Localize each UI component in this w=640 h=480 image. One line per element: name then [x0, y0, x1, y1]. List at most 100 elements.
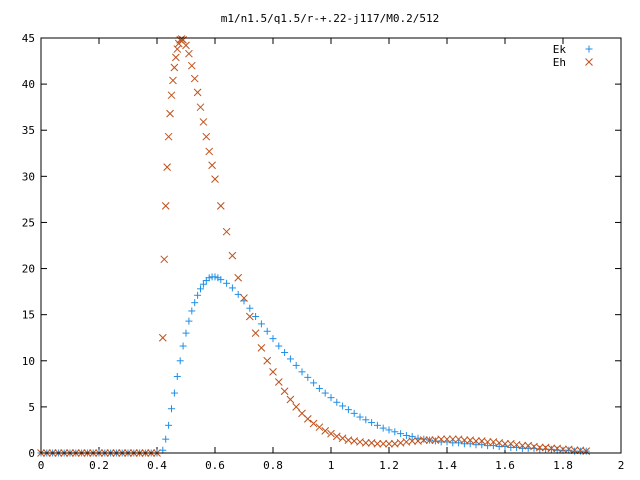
data-point-eh [170, 63, 179, 72]
data-point-eh [193, 88, 202, 97]
x-tick-label: 0.6 [205, 459, 225, 472]
data-point-ek [379, 424, 387, 432]
y-tick-label: 45 [22, 32, 35, 45]
data-point-ek [211, 273, 219, 281]
data-point-ek [385, 426, 393, 434]
data-point-eh [547, 444, 556, 453]
data-point-ek [391, 428, 399, 436]
data-point-eh [280, 387, 289, 396]
data-point-ek [356, 413, 364, 421]
legend-label-eh: Eh [553, 56, 566, 69]
data-point-eh [309, 419, 318, 428]
data-point-eh [251, 329, 260, 337]
data-point-ek [286, 355, 294, 363]
data-point-ek [252, 313, 260, 321]
data-point-eh [501, 439, 509, 448]
data-point-ek [263, 327, 271, 335]
data-point-ek [246, 304, 254, 312]
data-point-ek [234, 290, 242, 298]
data-point-eh [166, 109, 174, 118]
data-point-ek [205, 274, 213, 282]
data-point-eh [263, 356, 272, 365]
data-point-ek [217, 276, 225, 284]
data-point-ek [327, 394, 335, 402]
data-point-ek [170, 389, 178, 397]
legend-marker-ek [585, 45, 593, 53]
x-tick-label: 0 [38, 459, 45, 472]
data-point-eh [211, 175, 219, 183]
data-point-ek [173, 372, 181, 380]
data-point-eh [182, 41, 190, 50]
data-point-eh [425, 436, 434, 444]
data-point-ek [350, 409, 358, 417]
legend-marker-eh [585, 58, 593, 66]
data-point-ek [185, 317, 193, 325]
data-point-ek [402, 431, 410, 439]
data-point-ek [292, 361, 300, 369]
x-tick-label: 1.4 [437, 459, 457, 472]
data-point-eh [327, 429, 335, 438]
data-point-eh [472, 437, 480, 445]
data-point-eh [205, 147, 214, 156]
y-tick-label: 15 [22, 309, 35, 322]
data-point-eh [373, 439, 382, 448]
y-tick-label: 0 [28, 447, 35, 460]
data-point-eh [332, 432, 341, 441]
data-point-eh [169, 76, 177, 85]
plot-frame [40, 37, 622, 454]
data-point-ek [194, 291, 202, 299]
y-tick-label: 5 [28, 401, 35, 414]
data-point-ek [182, 329, 190, 337]
data-point-ek [269, 335, 277, 343]
data-point-ek [275, 342, 283, 350]
data-point-eh [443, 435, 451, 444]
data-point-eh [161, 201, 170, 210]
data-point-ek [304, 373, 312, 381]
data-point-eh [234, 273, 243, 282]
data-point-ek [420, 435, 428, 443]
y-tick-label: 40 [22, 78, 35, 91]
data-point-eh [216, 201, 225, 210]
data-point-eh [321, 427, 330, 435]
data-point-ek [333, 398, 341, 406]
data-point-eh [518, 441, 527, 450]
data-point-eh [163, 163, 172, 171]
data-point-eh [448, 435, 457, 444]
data-point-ek [199, 280, 207, 288]
data-point-ek [368, 419, 376, 427]
data-point-eh [228, 251, 237, 260]
data-point-eh [196, 103, 205, 112]
data-point-eh [361, 439, 370, 447]
data-point-eh [160, 255, 169, 264]
data-point-eh [274, 378, 283, 386]
data-point-ek [197, 285, 204, 293]
x-tick-label: 2 [618, 459, 625, 472]
y-tick-label: 10 [22, 355, 35, 368]
data-point-ek [344, 406, 352, 414]
data-point-eh [385, 439, 393, 448]
data-point-eh [190, 74, 199, 83]
data-point-eh [419, 436, 428, 444]
data-point-ek [362, 416, 370, 424]
data-point-eh [245, 312, 254, 321]
data-point-eh [202, 132, 211, 141]
data-point-eh [199, 118, 208, 126]
data-point-ek [191, 299, 199, 307]
y-tick-label: 20 [22, 263, 35, 276]
data-point-ek [257, 320, 265, 328]
data-point-ek [321, 389, 329, 397]
data-point-ek [408, 432, 416, 440]
data-point-ek [310, 379, 318, 387]
chart-title: m1/n1.5/q1.5/r-+.22-j117/M0.2/512 [221, 12, 440, 25]
x-tick-label: 1 [328, 459, 335, 472]
data-point-eh [437, 435, 446, 444]
data-point-ek [179, 342, 187, 350]
x-tick-label: 1.8 [553, 459, 573, 472]
data-point-ek [176, 357, 184, 365]
data-point-ek [168, 405, 175, 413]
data-point-eh [269, 367, 277, 376]
data-point-eh [208, 161, 216, 170]
